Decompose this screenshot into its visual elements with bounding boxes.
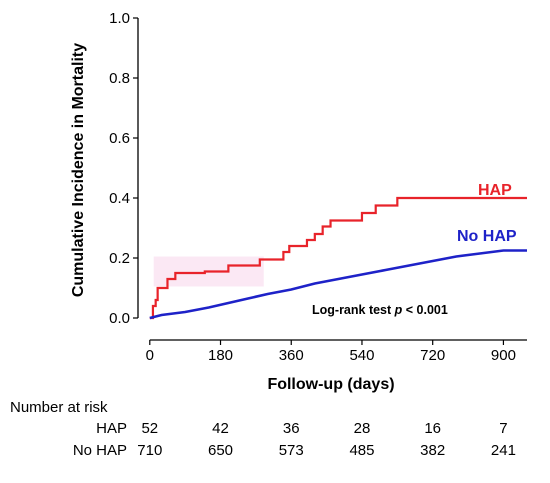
y-tick-label: 0.6 <box>109 130 130 147</box>
series-lines <box>149 196 527 320</box>
y-tick-label: 0.2 <box>109 250 130 267</box>
x-ticks: 0 180 360 540 720 900 <box>146 340 516 364</box>
y-tick-label: 0.4 <box>109 190 130 207</box>
risk-value: 28 <box>354 420 371 437</box>
annotation-prefix: Log-rank test <box>312 303 395 317</box>
risk-value: 16 <box>424 420 441 437</box>
risk-value: 485 <box>349 442 374 459</box>
risk-row-label: HAP <box>96 420 127 437</box>
risk-value: 36 <box>283 420 300 437</box>
x-axis-title: Follow-up (days) <box>267 376 394 393</box>
risk-value: 42 <box>212 420 229 437</box>
series-line-no-hap <box>149 249 527 320</box>
series-labels: HAP No HAP <box>457 182 517 245</box>
x-tick-label: 0 <box>146 347 154 364</box>
risk-value: 241 <box>491 442 516 459</box>
x-tick-label: 540 <box>349 347 374 364</box>
y-ticks: 0.0 0.2 0.4 0.6 0.8 1.0 <box>109 10 138 327</box>
axes: 0.0 0.2 0.4 0.6 0.8 1.0 0 180 360 540 720 900 <box>109 10 527 364</box>
annotation-suffix: < 0.001 <box>402 303 448 317</box>
y-tick-label: 0.8 <box>109 70 130 87</box>
risk-table-title: Number at risk <box>10 399 108 416</box>
risk-value: 7 <box>499 420 507 437</box>
y-axis-title: Cumulative Incidence in Mortality <box>70 43 87 297</box>
risk-value: 710 <box>137 442 162 459</box>
x-tick-label: 900 <box>491 347 516 364</box>
annotation-p: p <box>394 303 403 317</box>
y-tick-label: 0.0 <box>109 310 130 327</box>
risk-table-rows: HAP 52 42 36 28 16 7 No HAP 710 650 573 485 382 241 <box>73 420 516 459</box>
risk-row-label: No HAP <box>73 442 127 459</box>
series-line-hap <box>149 196 527 320</box>
risk-value: 52 <box>141 420 158 437</box>
log-rank-annotation: Log-rank test p < 0.001 <box>312 303 448 317</box>
risk-value: 573 <box>279 442 304 459</box>
x-tick-label: 180 <box>208 347 233 364</box>
series-label: No HAP <box>457 228 517 245</box>
risk-value: 382 <box>420 442 445 459</box>
risk-value: 650 <box>208 442 233 459</box>
y-tick-label: 1.0 <box>109 10 130 27</box>
x-tick-label: 360 <box>279 347 304 364</box>
x-tick-label: 720 <box>420 347 445 364</box>
risk-table: Number at risk HAP 52 42 36 28 16 7 No HAP 710 65… <box>10 399 516 459</box>
series-label: HAP <box>478 182 512 199</box>
